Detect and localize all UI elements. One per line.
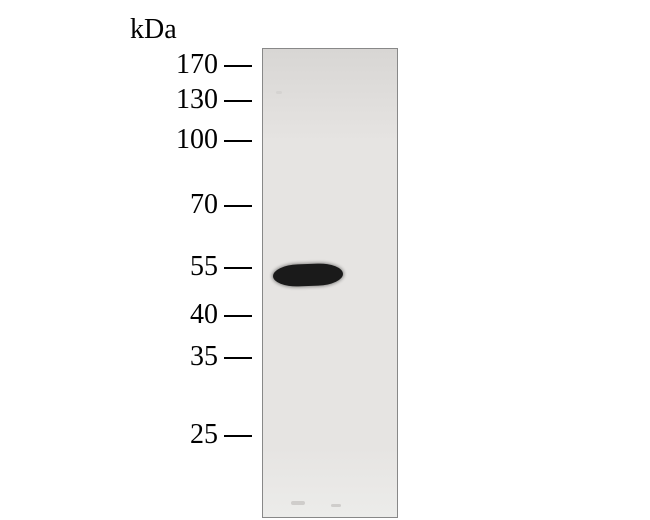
unit-label: kDa: [130, 14, 177, 46]
marker-label-25: 25: [190, 419, 218, 451]
marker-label-35: 35: [190, 341, 218, 373]
marker-tick-35: [224, 357, 252, 359]
marker-tick-55: [224, 267, 252, 269]
marker-label-55: 55: [190, 251, 218, 283]
marker-tick-100: [224, 140, 252, 142]
marker-label-130: 130: [176, 84, 218, 116]
marker-label-70: 70: [190, 189, 218, 221]
marker-tick-40: [224, 315, 252, 317]
marker-tick-130: [224, 100, 252, 102]
noise-speck: [291, 501, 305, 505]
marker-tick-25: [224, 435, 252, 437]
protein-band: [273, 263, 344, 287]
marker-label-40: 40: [190, 299, 218, 331]
marker-tick-70: [224, 205, 252, 207]
marker-tick-170: [224, 65, 252, 67]
western-blot-figure: kDa 170130 100 70 55 40 35 25: [0, 0, 650, 520]
noise-speck: [276, 91, 282, 94]
marker-label-100: 100: [176, 124, 218, 156]
noise-speck: [331, 504, 341, 507]
blot-lane: [262, 48, 398, 518]
marker-label-170: 170: [176, 49, 218, 81]
